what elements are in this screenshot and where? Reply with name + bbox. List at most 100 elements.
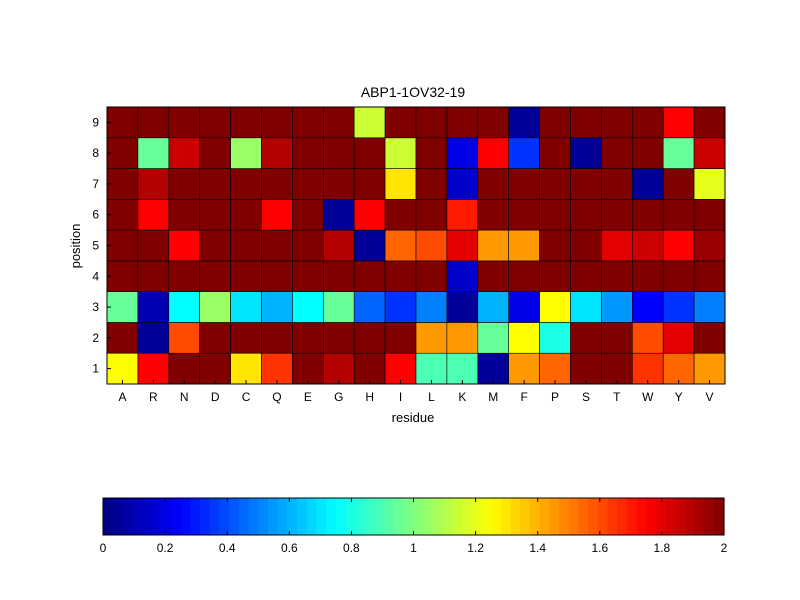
heatmap-cell-T-4: [601, 260, 633, 292]
heatmap-cell-E-9: [292, 106, 324, 139]
heatmap-cell-M-5: [477, 229, 509, 262]
colorbar-swatch: [394, 498, 405, 535]
heatmap-cell-I-8: [384, 137, 417, 169]
heatmap-cell-C-8: [230, 137, 262, 169]
heatmap-cell-C-3: [230, 291, 262, 323]
colorbar-swatch: [423, 498, 434, 535]
colorbar-tick-label: 1.8: [654, 541, 671, 555]
heatmap-cell-W-3: [631, 291, 664, 323]
heatmap-cell-R-9: [137, 106, 170, 139]
heatmap-cell-A-5: [106, 229, 139, 262]
heatmap-cell-Q-6: [261, 199, 293, 231]
x-tick-label: L: [428, 390, 435, 404]
heatmap-cell-A-1: [106, 352, 139, 385]
heatmap-cell-Y-3: [662, 291, 695, 323]
heatmap-cell-F-7: [508, 168, 540, 200]
y-tick-label: 6: [92, 208, 99, 222]
heatmap-cell-L-8: [415, 137, 448, 169]
heatmap-cell-W-1: [631, 352, 664, 385]
colorbar-swatch: [238, 498, 250, 535]
y-axis-ticks: 1 2 3 4 5 6 7 8 9: [92, 115, 111, 376]
heatmap-cell-C-4: [230, 260, 262, 292]
heatmap-cell-I-6: [384, 199, 417, 231]
heatmap-cell-L-2: [415, 322, 448, 354]
heatmap-cell-Q-4: [261, 260, 293, 292]
heatmap-cell-Y-6: [662, 199, 695, 231]
heatmap-cell-H-7: [353, 168, 386, 200]
colorbar-tick-label: 1: [410, 541, 417, 555]
heatmap-cell-N-3: [168, 291, 201, 323]
heatmap-cell-M-9: [477, 106, 509, 139]
heatmap-cell-S-1: [570, 352, 602, 385]
y-tick-label: 4: [92, 269, 99, 283]
heatmap-cell-D-2: [199, 322, 231, 354]
heatmap-cell-D-1: [199, 352, 231, 385]
heatmap-cell-D-7: [199, 168, 231, 200]
heatmap-cell-W-9: [631, 106, 664, 139]
heatmap-cell-S-8: [570, 137, 602, 169]
heatmap-cell-V-7: [693, 168, 726, 200]
colorbar-swatch: [248, 498, 259, 535]
heatmap-cell-Q-1: [261, 352, 293, 385]
heatmap-cell-P-9: [539, 106, 571, 139]
colorbar-swatch: [345, 498, 356, 535]
heatmap-cell-H-9: [353, 106, 386, 139]
heatmap-cell-Q-3: [261, 291, 293, 323]
heatmap-cell-Y-5: [662, 229, 695, 262]
heatmap-cell-D-6: [199, 199, 231, 231]
heatmap-cell-S-7: [570, 168, 602, 200]
heatmap-cell-P-2: [539, 322, 571, 354]
heatmap-cell-K-4: [446, 260, 479, 292]
heatmap-cell-W-8: [631, 137, 664, 169]
heatmap-cell-P-8: [539, 137, 571, 169]
heatmap-cell-T-3: [601, 291, 633, 323]
colorbar-swatch: [510, 498, 521, 535]
heatmap-cell-D-8: [199, 137, 231, 169]
heatmap-cell-Q-5: [261, 229, 293, 262]
heatmap-cell-F-5: [508, 229, 540, 262]
y-tick-label: 8: [92, 146, 99, 160]
heatmap-cell-C-5: [230, 229, 262, 262]
heatmap-cell-I-9: [384, 106, 417, 139]
colorbar-swatch: [675, 498, 686, 535]
x-tick-label: D: [211, 390, 220, 404]
y-tick-label: 7: [92, 177, 99, 191]
colorbar-swatch: [209, 498, 221, 535]
heatmap-cell-H-3: [353, 291, 386, 323]
heatmap-cell-F-6: [508, 199, 540, 231]
x-tick-label: Y: [675, 390, 683, 404]
colorbar-swatch: [267, 498, 279, 535]
x-tick-label: H: [365, 390, 374, 404]
heatmap-cell-E-1: [292, 352, 324, 385]
colorbar-swatch: [529, 498, 541, 535]
heatmap-cell-Q-2: [261, 322, 293, 354]
heatmap-cell-T-8: [601, 137, 633, 169]
heatmap-cell-M-8: [477, 137, 509, 169]
heatmap-cell-R-1: [137, 352, 170, 385]
heatmap-cell-L-6: [415, 199, 448, 231]
heatmap-cell-P-3: [539, 291, 571, 323]
colorbar-tick-label: 0.4: [219, 541, 236, 555]
heatmap-cell-N-6: [168, 199, 201, 231]
heatmap-cell-C-1: [230, 352, 262, 385]
heatmap-cell-I-4: [384, 260, 417, 292]
heatmap-cell-A-6: [106, 199, 139, 231]
x-tick-label: M: [488, 390, 498, 404]
colorbar-swatch: [656, 498, 667, 535]
heatmap-cell-M-1: [477, 352, 509, 385]
heatmap-cell-A-8: [106, 137, 139, 169]
heatmap-cell-V-4: [693, 260, 726, 292]
x-tick-label: T: [613, 390, 621, 404]
heatmap-cell-R-2: [137, 322, 170, 354]
x-tick-label: Q: [272, 390, 281, 404]
x-tick-label: A: [118, 390, 126, 404]
colorbar-tick-label: 0: [100, 541, 107, 555]
colorbar-swatch: [442, 498, 453, 535]
heatmap-cell-R-7: [137, 168, 170, 200]
x-tick-label: G: [334, 390, 343, 404]
colorbar-swatch: [326, 498, 337, 535]
colorbar-swatch: [180, 498, 191, 535]
heatmap-cell-S-4: [570, 260, 602, 292]
colorbar-swatch: [287, 498, 298, 535]
heatmap-cell-W-7: [631, 168, 664, 200]
